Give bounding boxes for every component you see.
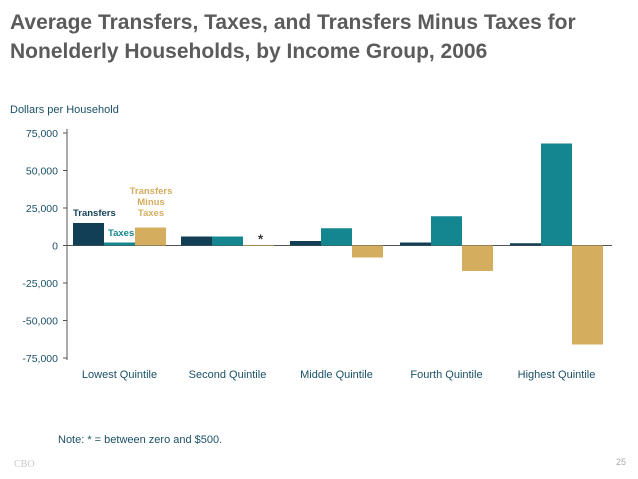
y-axis-label: Dollars per Household [10,104,119,116]
series-label-line: Taxes [138,208,164,219]
bar-middle-quintile-taxes [321,228,352,246]
bar-second-quintile-transfers-minus-taxes [243,245,274,246]
chart-title: Average Transfers, Taxes, and Transfers … [10,8,630,66]
y-tick-label: 0 [52,241,58,253]
x-tick-label: Second Quintile [189,369,267,381]
source-logo: CBO [14,459,35,470]
bar-middle-quintile-transfers [290,241,321,246]
bar-highest-quintile-transfers-minus-taxes [572,245,603,345]
y-tick-label: -75,000 [22,353,58,365]
page-number: 25 [615,457,626,467]
chart-note: Note: * = between zero and $500. [58,434,223,446]
y-tick-label: -25,000 [22,278,58,290]
bar-fourth-quintile-taxes [431,216,462,246]
series-label-transfers: Transfers [73,208,116,219]
bar-highest-quintile-transfers [510,243,541,246]
chart-title-line-2: Nonelderly Households, by Income Group, … [10,40,488,63]
bar-lowest-quintile-transfers [73,223,104,246]
bar-fourth-quintile-transfers [400,242,431,246]
series-label-line: Transfers [130,186,173,197]
y-tick-label: 25,000 [26,203,58,215]
bar-second-quintile-taxes [212,236,243,246]
y-tick-label: -50,000 [22,316,58,328]
series-label-line: Minus [137,197,164,208]
series-label-line: Transfers [73,208,116,219]
bar-lowest-quintile-taxes [104,242,135,246]
x-tick-label: Lowest Quintile [82,369,157,381]
bar-lowest-quintile-transfers-minus-taxes [135,227,166,246]
y-tick-label: 75,000 [26,128,58,140]
bar-middle-quintile-transfers-minus-taxes [352,245,383,258]
x-tick-label: Fourth Quintile [410,369,482,381]
y-tick-label: 50,000 [26,166,58,178]
x-tick-label: Middle Quintile [300,369,373,381]
chart-title-line-1: Average Transfers, Taxes, and Transfers … [10,11,576,34]
annotation-asterisk: * [258,232,264,247]
x-tick-label: Highest Quintile [518,369,596,381]
series-label-line: Taxes [108,228,134,239]
bar-fourth-quintile-transfers-minus-taxes [462,245,493,271]
series-label-transfers-minus-taxes: Transfers Minus Taxes [130,186,173,219]
series-label-taxes: Taxes [108,228,134,239]
bar-second-quintile-transfers [181,236,212,246]
bar-highest-quintile-taxes [541,143,572,246]
